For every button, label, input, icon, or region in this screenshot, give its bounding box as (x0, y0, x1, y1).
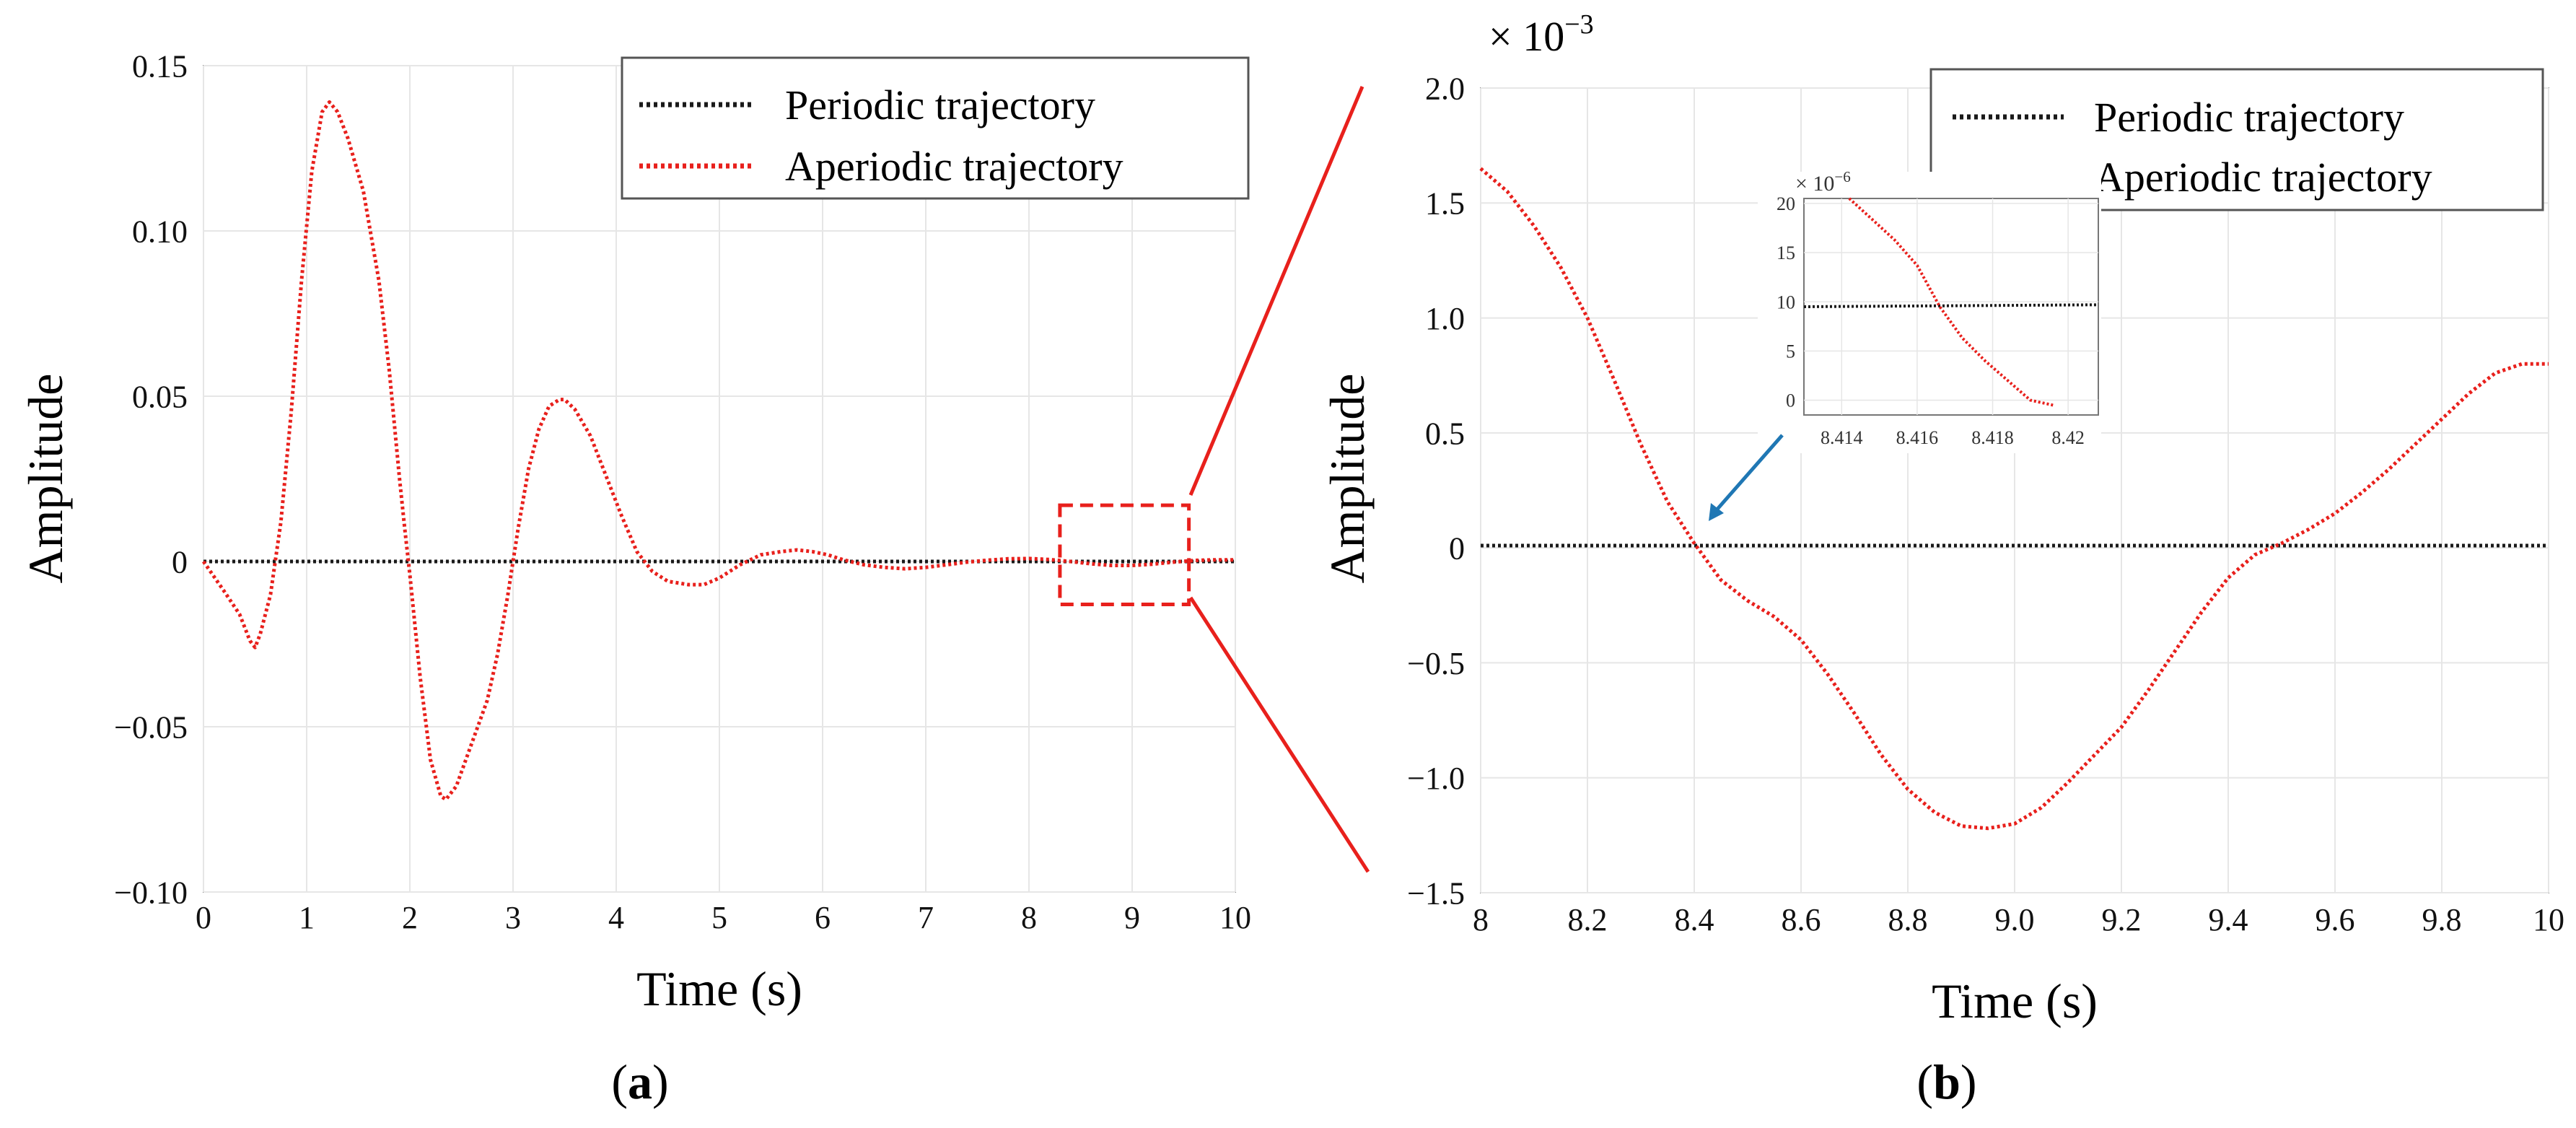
y-tick-label: 10 (1777, 292, 1795, 312)
x-tick-label: 7 (918, 900, 934, 935)
panel-a-zoom-box (1058, 503, 1191, 607)
inset-series (1803, 197, 2099, 407)
y-tick-label: 1.0 (1425, 301, 1465, 336)
panel-b-y-ticks: −1.5 −1.0 −0.5 0 0.5 1.0 1.5 2.0 (1407, 71, 1465, 911)
x-tick-label: 3 (505, 900, 521, 935)
panel-b-legend-label-periodic: Periodic trajectory (2094, 94, 2404, 141)
panel-a-legend-box (621, 56, 1250, 200)
x-tick-label: 8.418 (1971, 427, 2014, 448)
periodic-trajectory-line (1803, 303, 2099, 308)
aperiodic-trajectory-line (1479, 167, 2549, 831)
aperiodic-trajectory-line (201, 100, 1235, 802)
x-tick-label: 8.414 (1821, 427, 1863, 448)
inset-scale-prefix: × 10 (1795, 172, 1834, 196)
panel-b-legend-label-aperiodic: Aperiodic trajectory (2094, 154, 2432, 201)
panel-a-legend: Periodic trajectory Aperiodic trajectory (621, 56, 1250, 200)
panel-a-caption: (a) (611, 1054, 668, 1109)
aperiodic-trajectory-line (1848, 197, 2054, 407)
panel-b: 8 8.2 8.4 8.6 8.8 9.0 9.2 9.4 9.6 9.8 10 −1.5−1.0−… (1320, 9, 2564, 1109)
x-tick-label: 2 (402, 900, 418, 935)
x-tick-label: 8.42 (2051, 427, 2085, 448)
panel-a-legend-label-periodic: Periodic trajectory (785, 82, 1095, 128)
panel-a-grid (203, 65, 1236, 893)
x-tick-label: 8 (1473, 902, 1489, 937)
x-tick-label: 10 (2533, 902, 2564, 937)
y-tick-label: 20 (1777, 193, 1795, 214)
x-tick-label: 10 (1219, 900, 1251, 935)
inset-pointer-arrow (1709, 434, 1784, 521)
y-tick-label: 0.10 (132, 214, 188, 249)
panel-b-caption-close: ) (1961, 1054, 1977, 1109)
x-tick-label: 9.2 (2102, 902, 2142, 937)
panel-a-legend-label-aperiodic: Aperiodic trajectory (785, 143, 1123, 190)
panel-b-scale-exponent: −3 (1564, 9, 1593, 40)
x-tick-label: 9.8 (2422, 902, 2462, 937)
y-tick-label: −0.05 (114, 709, 188, 745)
x-tick-label: 4 (608, 900, 624, 935)
y-tick-label: 1.5 (1425, 186, 1465, 222)
x-tick-label: 8.8 (1888, 902, 1928, 937)
panel-b-caption-open: ( (1916, 1054, 1933, 1109)
panel-b-grid (1480, 87, 2549, 893)
x-tick-label: 8.6 (1782, 902, 1821, 937)
inset-y-ticks: 0 5 10 15 20 (1777, 193, 1795, 411)
y-tick-label: 0 (1449, 531, 1465, 567)
y-tick-label: −0.10 (114, 875, 188, 910)
inset-scale-exponent: −6 (1834, 168, 1850, 185)
inset-grid (1804, 198, 2098, 415)
panel-a-y-ticks: −0.10 −0.05 0 0.05 0.10 0.15 (114, 48, 188, 910)
inset-pointer-arrow-shaft (1713, 434, 1784, 514)
inset-pointer-arrow-head (1709, 503, 1724, 521)
zoom-connector-bottom (1188, 596, 1370, 873)
x-tick-label: 8.416 (1896, 427, 1939, 448)
y-tick-label: 0.05 (132, 379, 188, 414)
x-tick-label: 1 (299, 900, 315, 935)
zoom-connector-top (1188, 86, 1364, 496)
panel-a: 0 1 2 3 4 5 6 7 8 9 10 −0.10 −0.05 0 0.05 0.10 0.15 Tim… (18, 48, 1251, 1109)
y-tick-label: 0 (1786, 390, 1795, 411)
panel-a-caption-open: ( (611, 1054, 628, 1109)
panel-a-x-axis-label: Time (s) (636, 961, 802, 1016)
panel-b-y-axis-label: Amplitude (1320, 374, 1375, 584)
y-tick-label: −1.5 (1407, 875, 1465, 911)
y-tick-label: −0.5 (1407, 646, 1465, 681)
panel-b-caption-letter: b (1933, 1054, 1961, 1109)
panel-b-x-axis-label: Time (s) (1932, 974, 2098, 1028)
y-tick-label: 0.15 (132, 48, 188, 84)
x-tick-label: 8.2 (1568, 902, 1608, 937)
x-tick-label: 9.6 (2316, 902, 2355, 937)
x-tick-label: 5 (711, 900, 727, 935)
y-tick-label: 0.5 (1425, 416, 1465, 451)
panel-b-caption: (b) (1916, 1054, 1976, 1109)
x-tick-label: 9.0 (1995, 902, 2035, 937)
svg-text:(b): (b) (1916, 1054, 1976, 1109)
x-tick-label: 9 (1124, 900, 1140, 935)
panel-a-series (201, 100, 1235, 802)
x-tick-label: 9.4 (2209, 902, 2248, 937)
panel-b-scale-label: × 10−3 (1489, 9, 1594, 60)
x-tick-label: 0 (196, 900, 211, 935)
inset-scale-label: × 10−6 (1795, 168, 1851, 196)
panel-b-scale-prefix: × 10 (1489, 13, 1564, 60)
y-tick-label: 2.0 (1425, 71, 1465, 106)
inset-x-ticks: 8.414 8.416 8.418 8.42 (1821, 427, 2085, 448)
panel-b-series (1479, 167, 2549, 831)
y-tick-label: 0 (172, 544, 188, 580)
panel-a-y-axis-label: Amplitude (18, 374, 73, 584)
y-tick-label: −1.0 (1407, 761, 1465, 796)
panel-a-caption-close: ) (652, 1054, 669, 1109)
y-tick-label: 5 (1786, 341, 1795, 362)
panel-b-inset: 8.414 8.416 8.418 8.42 0 5 10 15 20 × 10−6 (1758, 168, 2101, 453)
panel-a-x-ticks: 0 1 2 3 4 5 6 7 8 9 10 (196, 900, 1251, 935)
zoom-region-rect (1058, 503, 1191, 607)
svg-text:(a): (a) (611, 1054, 668, 1109)
panel-b-x-ticks: 8 8.2 8.4 8.6 8.8 9.0 9.2 9.4 9.6 9.8 10 (1473, 902, 2564, 937)
x-tick-label: 8 (1021, 900, 1037, 935)
y-tick-label: 15 (1777, 242, 1795, 263)
x-tick-label: 6 (815, 900, 831, 935)
panel-a-caption-letter: a (628, 1054, 652, 1109)
x-tick-label: 8.4 (1675, 902, 1714, 937)
